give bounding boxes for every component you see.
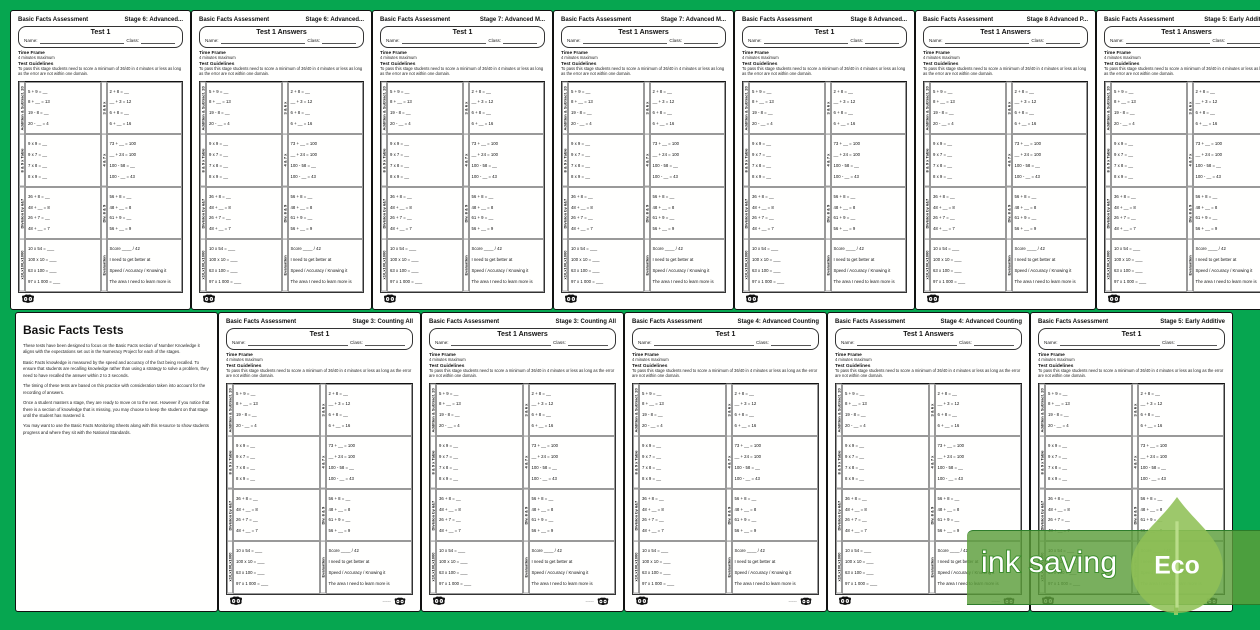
svg-text:Eco: Eco xyxy=(1154,553,1199,580)
